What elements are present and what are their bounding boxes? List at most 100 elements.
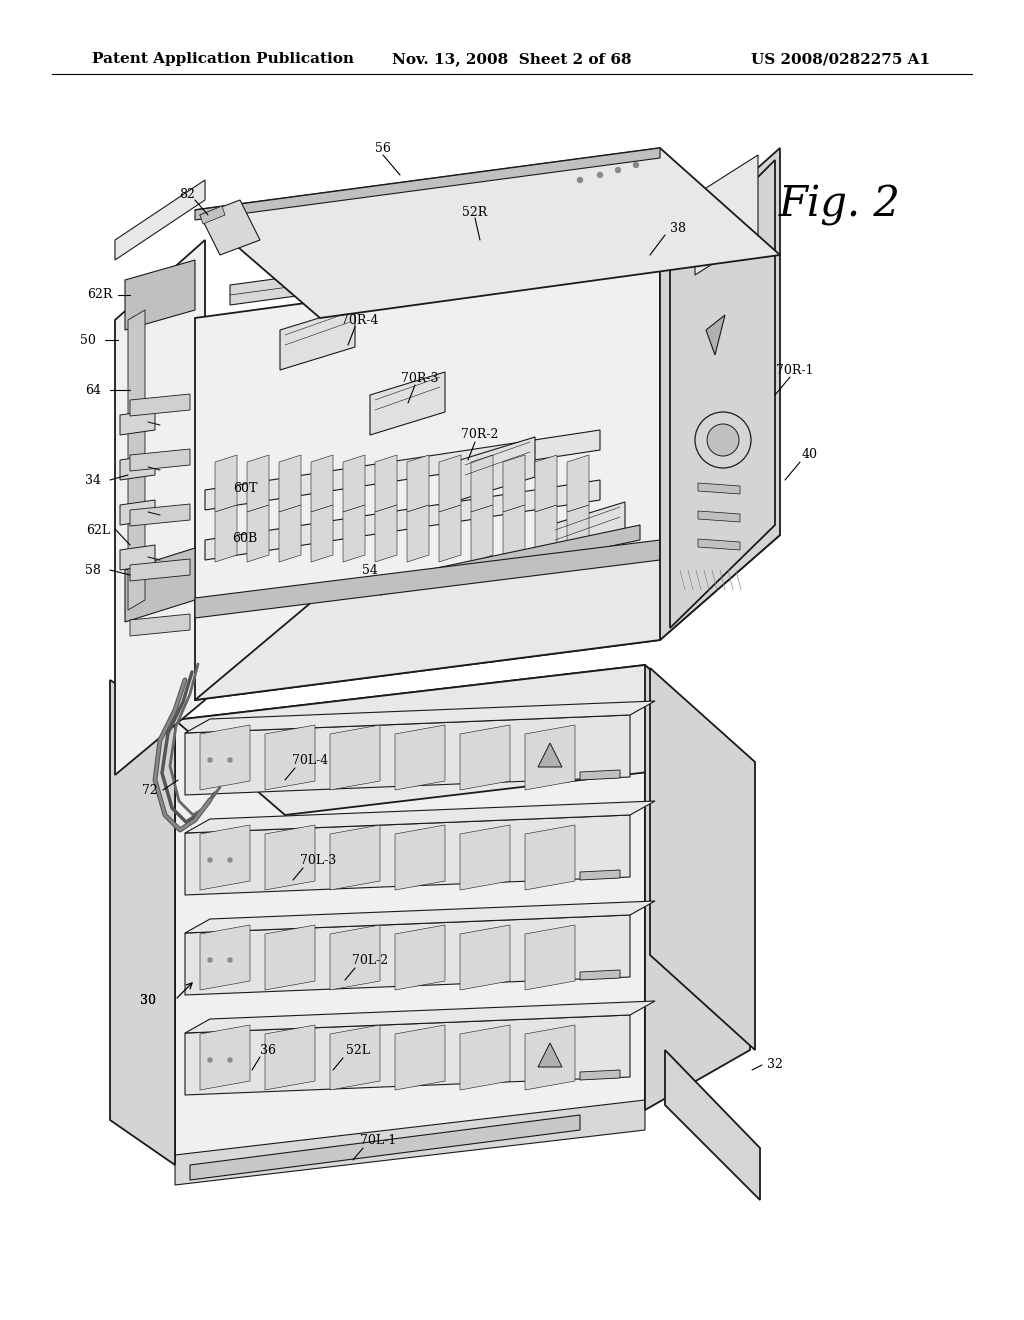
Text: 60T: 60T — [232, 482, 257, 495]
Polygon shape — [175, 665, 645, 1166]
Text: 70R-1: 70R-1 — [776, 363, 814, 376]
Text: Fig. 2: Fig. 2 — [778, 183, 901, 226]
Polygon shape — [175, 665, 750, 814]
Circle shape — [634, 162, 639, 168]
Text: 70R-3: 70R-3 — [401, 371, 438, 384]
Polygon shape — [380, 525, 640, 595]
Polygon shape — [503, 506, 525, 562]
Polygon shape — [230, 228, 650, 305]
Polygon shape — [195, 148, 660, 220]
Circle shape — [228, 958, 232, 962]
Polygon shape — [698, 483, 740, 494]
Polygon shape — [247, 506, 269, 562]
Text: 54: 54 — [362, 564, 378, 577]
Polygon shape — [205, 480, 600, 560]
Polygon shape — [525, 925, 575, 990]
Polygon shape — [407, 455, 429, 512]
Polygon shape — [185, 915, 630, 995]
Polygon shape — [330, 725, 380, 789]
Polygon shape — [115, 240, 205, 775]
Polygon shape — [200, 206, 225, 224]
Polygon shape — [120, 500, 155, 525]
Polygon shape — [130, 393, 190, 416]
Polygon shape — [460, 1026, 510, 1090]
Text: 40: 40 — [802, 449, 818, 462]
Polygon shape — [580, 970, 620, 979]
Polygon shape — [130, 449, 190, 471]
Polygon shape — [128, 310, 145, 610]
Text: 30: 30 — [140, 994, 156, 1006]
Polygon shape — [195, 255, 660, 700]
Polygon shape — [395, 825, 445, 890]
Polygon shape — [395, 1026, 445, 1090]
Text: 62R: 62R — [87, 289, 113, 301]
Polygon shape — [215, 455, 237, 512]
Polygon shape — [538, 1043, 562, 1067]
Circle shape — [228, 1059, 232, 1063]
Polygon shape — [130, 614, 190, 636]
Polygon shape — [215, 506, 237, 562]
Polygon shape — [343, 506, 365, 562]
Polygon shape — [185, 715, 630, 795]
Text: 70L-3: 70L-3 — [300, 854, 336, 866]
Polygon shape — [265, 925, 315, 990]
Text: 70L-2: 70L-2 — [352, 953, 388, 966]
Circle shape — [228, 858, 232, 862]
Circle shape — [695, 412, 751, 469]
Circle shape — [208, 1059, 212, 1063]
Polygon shape — [185, 1015, 630, 1096]
Polygon shape — [471, 506, 493, 562]
Text: 70R-4: 70R-4 — [341, 314, 379, 326]
Text: Nov. 13, 2008  Sheet 2 of 68: Nov. 13, 2008 Sheet 2 of 68 — [392, 53, 632, 66]
Polygon shape — [580, 1071, 620, 1080]
Polygon shape — [185, 1001, 655, 1034]
Polygon shape — [460, 437, 535, 500]
Polygon shape — [375, 455, 397, 512]
Text: 70R-2: 70R-2 — [462, 429, 499, 441]
Polygon shape — [645, 665, 750, 1110]
Text: 34: 34 — [85, 474, 101, 487]
Polygon shape — [200, 201, 260, 255]
Polygon shape — [195, 535, 780, 700]
Circle shape — [615, 168, 621, 173]
Polygon shape — [471, 455, 493, 512]
Text: 52R: 52R — [463, 206, 487, 219]
Polygon shape — [330, 825, 380, 890]
Polygon shape — [311, 506, 333, 562]
Polygon shape — [580, 770, 620, 780]
Polygon shape — [538, 743, 562, 767]
Polygon shape — [460, 725, 510, 789]
Text: 30: 30 — [140, 994, 156, 1006]
Text: 38: 38 — [670, 222, 686, 235]
Polygon shape — [205, 430, 600, 510]
Text: 56: 56 — [375, 141, 391, 154]
Polygon shape — [503, 455, 525, 512]
Polygon shape — [200, 825, 250, 890]
Polygon shape — [185, 902, 655, 933]
Polygon shape — [525, 1026, 575, 1090]
Polygon shape — [125, 260, 195, 330]
Text: 60B: 60B — [232, 532, 258, 544]
Text: Patent Application Publication: Patent Application Publication — [92, 53, 354, 66]
Polygon shape — [120, 411, 155, 436]
Text: 72: 72 — [142, 784, 158, 796]
Polygon shape — [375, 506, 397, 562]
Polygon shape — [200, 725, 250, 789]
Circle shape — [597, 173, 602, 177]
Polygon shape — [535, 455, 557, 512]
Polygon shape — [279, 506, 301, 562]
Polygon shape — [311, 455, 333, 512]
Polygon shape — [706, 315, 725, 355]
Polygon shape — [695, 154, 758, 275]
Polygon shape — [120, 545, 155, 570]
Circle shape — [707, 424, 739, 455]
Text: 70L-4: 70L-4 — [292, 754, 328, 767]
Polygon shape — [698, 511, 740, 521]
Polygon shape — [370, 372, 445, 436]
Polygon shape — [660, 148, 780, 640]
Polygon shape — [265, 825, 315, 890]
Polygon shape — [343, 455, 365, 512]
Text: 52L: 52L — [346, 1044, 370, 1056]
Polygon shape — [185, 814, 630, 895]
Polygon shape — [395, 925, 445, 990]
